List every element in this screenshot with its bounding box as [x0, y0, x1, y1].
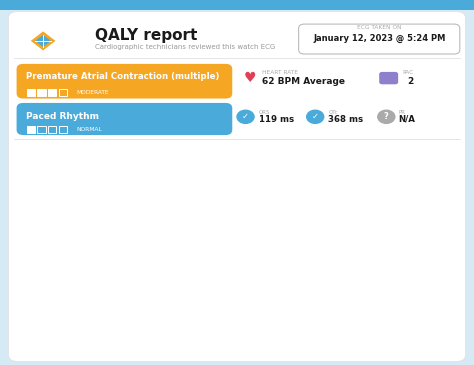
Text: Cardiographic technicians reviewed this watch ECG: Cardiographic technicians reviewed this …	[95, 45, 275, 50]
FancyBboxPatch shape	[37, 89, 46, 96]
Text: ✓: ✓	[242, 112, 249, 121]
FancyBboxPatch shape	[299, 24, 460, 54]
Text: PR: PR	[398, 110, 405, 115]
FancyBboxPatch shape	[27, 89, 35, 96]
FancyBboxPatch shape	[59, 126, 67, 133]
Text: QTc: QTc	[328, 110, 338, 115]
FancyBboxPatch shape	[48, 89, 56, 96]
Text: Premature Atrial Contraction (multiple): Premature Atrial Contraction (multiple)	[26, 72, 219, 81]
Text: 2: 2	[408, 77, 414, 85]
Text: 368 ms: 368 ms	[328, 115, 364, 124]
Text: 119 ms: 119 ms	[259, 115, 294, 124]
Text: QRS: QRS	[259, 110, 270, 115]
Text: PAC: PAC	[130, 302, 145, 311]
Text: January 12, 2023 @ 5:24 PM: January 12, 2023 @ 5:24 PM	[313, 34, 446, 43]
Text: HEART RATE: HEART RATE	[262, 70, 298, 76]
FancyBboxPatch shape	[17, 103, 232, 135]
Text: MODERATE: MODERATE	[77, 90, 109, 95]
Text: 62 BPM Average: 62 BPM Average	[262, 77, 345, 85]
FancyBboxPatch shape	[17, 64, 232, 99]
Text: PACER SPIKES: PACER SPIKES	[112, 231, 151, 236]
Text: Paced Rhythm: Paced Rhythm	[26, 112, 99, 120]
Text: ✓: ✓	[312, 112, 319, 121]
FancyBboxPatch shape	[379, 72, 398, 84]
Text: PAC: PAC	[402, 70, 413, 76]
Polygon shape	[35, 35, 51, 47]
Text: ECG TAKEN ON: ECG TAKEN ON	[357, 25, 401, 30]
FancyBboxPatch shape	[27, 126, 35, 133]
Text: ?: ?	[384, 112, 389, 121]
FancyBboxPatch shape	[0, 0, 474, 10]
Circle shape	[378, 110, 395, 123]
Text: NORMAL: NORMAL	[77, 127, 102, 132]
Text: PAC: PAC	[219, 200, 234, 208]
FancyBboxPatch shape	[37, 126, 46, 133]
FancyBboxPatch shape	[9, 12, 465, 361]
FancyBboxPatch shape	[59, 89, 67, 96]
Text: ♥: ♥	[244, 71, 256, 85]
Text: QALY report: QALY report	[95, 27, 197, 43]
Circle shape	[307, 110, 324, 123]
Polygon shape	[31, 31, 55, 50]
FancyBboxPatch shape	[48, 126, 56, 133]
Circle shape	[237, 110, 254, 123]
Text: N/A: N/A	[398, 115, 415, 124]
